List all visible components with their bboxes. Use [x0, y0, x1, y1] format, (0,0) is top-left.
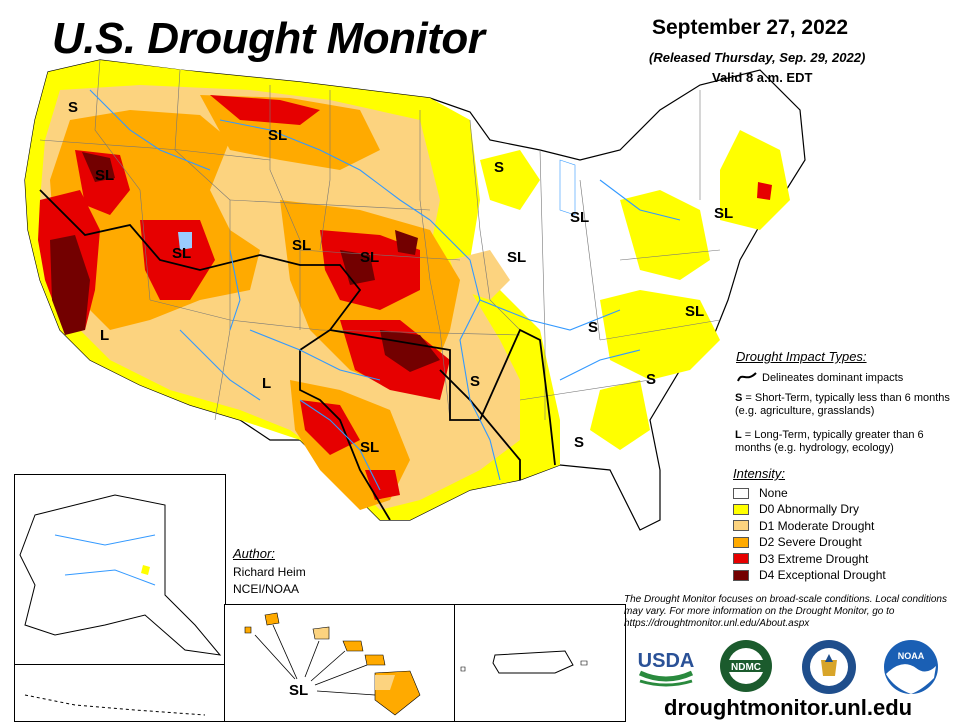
map-label: SL [360, 439, 379, 456]
puerto-rico-map [460, 650, 588, 674]
map-label: S [494, 159, 504, 176]
impact-line-icon [737, 372, 757, 382]
map-label: S [68, 99, 78, 116]
impact-long-term: L = Long-Term, typically greater than 6 … [735, 429, 960, 455]
valid-time: Valid 8 a.m. EDT [712, 70, 813, 85]
hawaii-map: SL [244, 612, 421, 716]
alaska-inset [14, 474, 226, 666]
commerce-logo [800, 638, 858, 696]
usda-logo-text: USDA [638, 650, 695, 672]
map-label: SL [172, 245, 191, 262]
map-label: L [262, 375, 271, 392]
impact-line-label: Delineates dominant impacts [762, 372, 904, 384]
impact-l-desc: = Long-Term, typically greater than 6 mo… [735, 429, 924, 454]
map-label: SL [714, 205, 733, 222]
hawaii-inset: SL [224, 604, 456, 722]
hawaii-label: SL [289, 682, 308, 699]
rivers [89, 89, 681, 491]
author-name: Richard Heim [233, 565, 306, 579]
map-label: S [470, 373, 480, 390]
author-heading: Author: [233, 546, 275, 561]
usda-logo: USDA [636, 643, 696, 687]
intensity-legend-row: D0 Abnormally Dry [733, 502, 859, 516]
released-date: (Released Thursday, Sep. 29, 2022) [649, 50, 866, 65]
map-label: SL [95, 167, 114, 184]
map-label: SL [268, 127, 287, 144]
ndmc-logo: NDMC [716, 638, 776, 694]
intensity-swatch [733, 520, 749, 532]
author-org: NCEI/NOAA [233, 582, 300, 596]
map-labels: S SL SL SL SL SL L S SL SL S SL L S S SL… [68, 99, 733, 456]
intensity-label: D4 Exceptional Drought [759, 568, 886, 582]
alaska-map [19, 494, 222, 656]
impact-l-code: L [735, 429, 742, 441]
noaa-logo: NOAA [882, 638, 940, 696]
map-label: SL [292, 237, 311, 254]
intensity-label: None [759, 486, 788, 500]
map-label: L [100, 327, 109, 344]
page-title: U.S. Drought Monitor [52, 14, 485, 63]
impact-s-desc: = Short-Term, typically less than 6 mont… [735, 392, 950, 417]
aleutians-map [24, 694, 206, 716]
aleutians-inset [14, 664, 226, 722]
impact-s-code: S [735, 392, 743, 404]
puerto-rico-inset [454, 604, 626, 722]
map-label: SL [360, 249, 379, 266]
intensity-label: D0 Abnormally Dry [759, 502, 860, 517]
intensity-label: D2 Severe Drought [759, 535, 862, 550]
impact-types-heading: Drought Impact Types: [736, 349, 867, 364]
great-salt-lake [178, 232, 192, 250]
state-lines [39, 59, 721, 421]
intensity-swatch [733, 569, 749, 581]
intensity-swatch [733, 503, 749, 515]
impact-short-term: S = Short-Term, typically less than 6 mo… [735, 392, 960, 418]
intensity-label: D1 Moderate Drought [759, 518, 875, 533]
noaa-logo-text: NOAA [898, 651, 925, 661]
intensity-heading: Intensity: [733, 466, 786, 481]
map-label: S [646, 371, 656, 388]
map-label: S [574, 434, 584, 451]
website-link[interactable]: droughtmonitor.unl.edu [664, 695, 913, 720]
intensity-legend-row: D4 Exceptional Drought [733, 568, 886, 582]
map-label: SL [507, 249, 526, 266]
impact-boundaries [39, 189, 556, 521]
map-date: September 27, 2022 [652, 16, 849, 39]
lake-michigan [559, 159, 576, 216]
disclaimer: The Drought Monitor focuses on broad-sca… [624, 594, 947, 629]
intensity-swatch [733, 553, 749, 565]
intensity-swatch [733, 536, 749, 548]
intensity-label: D3 Extreme Drought [759, 551, 869, 566]
map-label: SL [570, 209, 589, 226]
map-label: SL [685, 303, 704, 320]
intensity-legend-row: D2 Severe Drought [733, 535, 862, 549]
intensity-legend-row: None [733, 486, 788, 500]
map-label: S [588, 319, 598, 336]
intensity-legend-row: D1 Moderate Drought [733, 519, 874, 533]
ndmc-logo-text: NDMC [731, 662, 761, 673]
intensity-legend-row: D3 Extreme Drought [733, 552, 868, 566]
intensity-swatch [733, 487, 749, 499]
